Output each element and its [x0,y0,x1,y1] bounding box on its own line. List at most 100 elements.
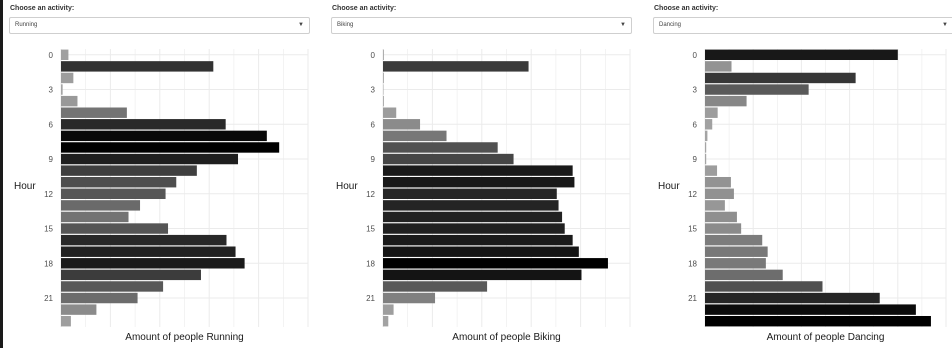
y-tick-label: 15 [366,225,375,234]
activity-label: Choose an activity: [332,5,397,12]
bar [383,211,563,223]
bar [705,211,737,223]
bar [383,119,421,130]
x-axis-title: Amount of people Biking [452,332,560,343]
bar [61,176,177,188]
y-tick-label: 0 [49,51,54,60]
bar [383,304,394,315]
bar [61,130,267,142]
bar [61,49,69,61]
bar [705,281,823,292]
panel-running: Choose an activity: Running ▼ 0 3 6 9 12 15 18… [4,0,314,348]
bar [61,315,71,327]
bar [383,281,488,292]
bar [705,95,747,107]
y-tick-label: 6 [693,120,698,129]
y-tick-label: 0 [371,51,376,60]
bar-chart: 0 3 6 9 12 15 18 21 Hour Amount of people Running [14,49,309,343]
activity-select[interactable]: Dancing ▼ [653,17,952,34]
bar [61,107,127,118]
caret-down-icon: ▼ [298,22,304,28]
y-tick-label: 6 [49,120,54,129]
bar [705,176,731,188]
y-tick-label: 21 [366,294,375,303]
panel-biking: Choose an activity: Biking ▼ 0 3 6 9 12 15 18 2… [326,0,636,348]
bar [383,292,436,304]
y-tick-label: 3 [693,86,698,95]
bar [383,234,573,246]
y-tick-label: 12 [44,190,53,199]
bar [61,223,169,234]
y-tick-label: 15 [44,225,53,234]
bar [383,107,397,118]
bar [383,72,384,84]
bar [705,107,718,118]
activity-label: Choose an activity: [654,5,719,12]
bar [61,142,280,153]
bar [383,84,384,95]
y-tick-label: 9 [49,155,54,164]
bar-chart: 0 3 6 9 12 15 18 21 Hour Amount of people Dancing [658,49,947,343]
bar [705,49,898,61]
bar [61,304,97,315]
bar [705,246,768,257]
y-tick-label: 3 [371,86,376,95]
left-border [0,0,3,348]
panel-dancing: Choose an activity: Dancing ▼ 0 3 6 9 12 15 18… [648,0,952,348]
bar [705,188,734,200]
bar [383,200,559,211]
bar [705,165,718,176]
bar [61,200,141,211]
bar [705,258,766,269]
y-tick-label: 21 [688,294,697,303]
bar [705,234,763,246]
bar [383,142,498,153]
x-axis-title: Amount of people Running [125,332,243,343]
activity-select[interactable]: Running ▼ [9,17,310,34]
bar [383,315,389,327]
bar [61,258,245,269]
y-tick-label: 21 [44,294,53,303]
bar [705,153,707,165]
y-tick-label: 6 [371,120,376,129]
bar [383,61,529,72]
bar [383,95,384,107]
bar [61,95,78,107]
bar [61,281,164,292]
bar [61,84,63,95]
bar [705,269,783,281]
bar [705,292,880,304]
bar [705,84,809,95]
caret-down-icon: ▼ [942,22,948,28]
y-axis-title: Hour [14,181,36,192]
bar [705,315,931,327]
y-tick-label: 18 [688,259,697,268]
bar [705,142,707,153]
bar [61,269,201,281]
bar [705,304,916,315]
y-tick-label: 9 [371,155,376,164]
bar [383,176,575,188]
activity-select-value: Dancing [659,22,682,28]
bar [705,130,708,142]
bar [383,246,579,257]
y-axis-title: Hour [336,181,358,192]
bar [383,153,514,165]
y-tick-label: 12 [688,190,697,199]
activity-select[interactable]: Biking ▼ [331,17,632,34]
bar [61,153,239,165]
bar [705,223,742,234]
activity-label: Choose an activity: [10,5,75,12]
bar [61,246,236,257]
y-tick-label: 18 [44,259,53,268]
activity-select-value: Running [15,22,38,28]
y-tick-label: 12 [366,190,375,199]
bar [705,72,856,84]
activity-select-value: Biking [337,22,354,28]
bar [61,234,227,246]
y-tick-label: 0 [693,51,698,60]
bar [383,258,608,269]
bar [61,119,226,130]
bar [705,200,725,211]
y-tick-label: 15 [688,225,697,234]
